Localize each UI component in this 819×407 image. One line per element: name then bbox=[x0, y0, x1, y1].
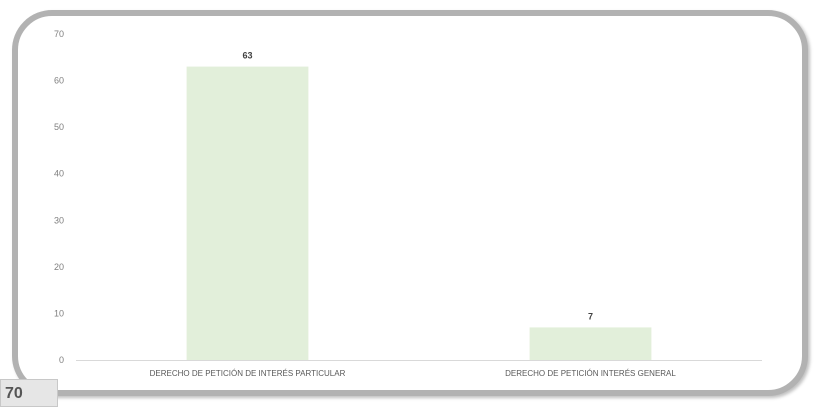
y-tick-label: 20 bbox=[54, 262, 64, 272]
category-labels: DERECHO DE PETICIÓN DE INTERÉS PARTICULA… bbox=[150, 369, 677, 378]
y-tick-label: 60 bbox=[54, 76, 64, 86]
y-tick-label: 40 bbox=[54, 169, 64, 179]
bar bbox=[186, 66, 309, 360]
y-tick-label: 70 bbox=[54, 29, 64, 39]
y-tick-label: 10 bbox=[54, 308, 64, 318]
category-label: DERECHO DE PETICIÓN INTERÉS GENERAL bbox=[505, 369, 676, 378]
bar-data-label: 7 bbox=[588, 311, 593, 321]
page-number-badge: 70 bbox=[0, 379, 58, 407]
y-axis-ticks: 0 10 20 30 40 50 60 70 bbox=[54, 29, 64, 365]
bar bbox=[529, 327, 652, 360]
y-tick-label: 0 bbox=[59, 355, 64, 365]
bar-data-label: 63 bbox=[242, 51, 252, 61]
category-label: DERECHO DE PETICIÓN DE INTERÉS PARTICULA… bbox=[150, 369, 346, 378]
bars bbox=[186, 66, 652, 360]
data-labels: 63 7 bbox=[242, 51, 593, 322]
chart-frame bbox=[12, 10, 808, 396]
y-tick-label: 30 bbox=[54, 215, 64, 225]
y-tick-label: 50 bbox=[54, 122, 64, 132]
